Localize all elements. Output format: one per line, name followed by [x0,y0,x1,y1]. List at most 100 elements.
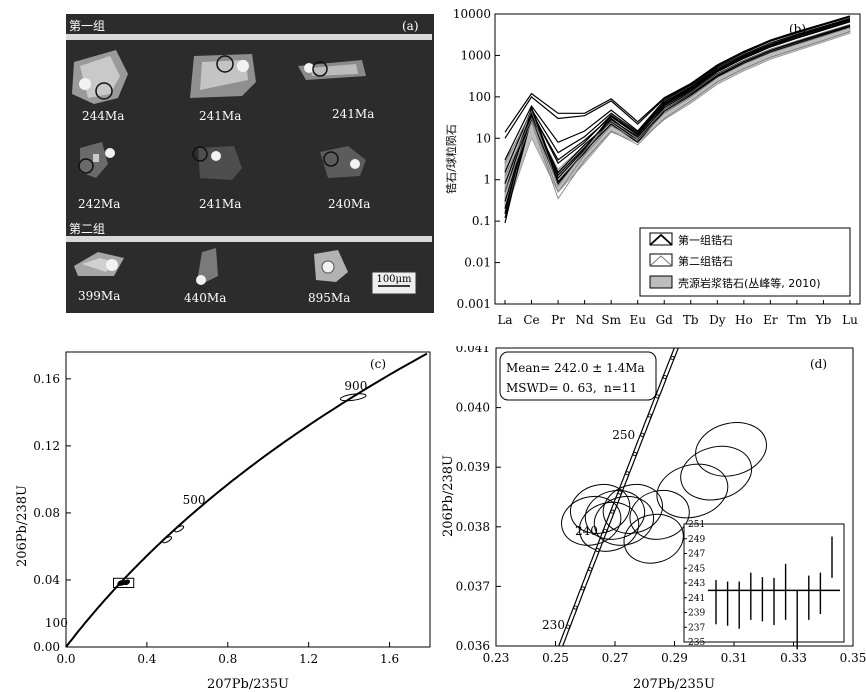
x-tick-label: Lu [842,313,858,327]
y-tick-label: 0.04 [33,573,60,587]
y-tick-label: 0.001 [457,297,491,311]
stats-frame [499,351,657,401]
x-axis-label: 207Pb/235U [207,677,289,692]
x-tick-label: Gd [656,313,674,327]
chart-b-ree: 0.001 0.01 0.1 1 10 100 1000 10000 La Ce Pr Nd Sm Eu… [444,7,861,327]
mean-age: Mean= 242.0 ± 1.4Ma [506,361,645,375]
x-tick-label: Ce [523,313,539,327]
plot-frame [65,351,431,648]
stats-box: Mean= 242.0 ± 1.4Ma MSWD= 0. 63, n=11 [499,351,657,401]
crystal-4 [78,142,115,178]
concordia-age-marker [670,355,675,360]
concordia-age-marker [640,432,645,437]
series-line-group1 [504,24,851,224]
x-tick-label: Dy [709,313,726,327]
group1-label: 第一组 [69,19,105,33]
concordia-age-marker [595,548,600,553]
concordia-age-marker [662,375,667,380]
scale-bar-label: 100μm [376,274,412,285]
data-ellipse [593,495,655,546]
age-label: 895Ma [308,291,350,305]
series-line-group1 [504,17,851,173]
chart-c-concordia: 0.00 0.04 0.08 0.12 0.16 0.0 0.4 0.8 1.2 1.6 100… [15,351,431,692]
age-label: 440Ma [184,291,226,305]
x-tick-label: 0.33 [780,651,807,665]
series-line-group1 [504,19,851,184]
x-tick-label: 0.23 [483,651,510,665]
y-tick-label: 0.041 [456,346,490,355]
data-ellipse [561,495,622,546]
series-line-group1 [504,21,851,209]
chart-d-concordia-zoom: 0.036 0.037 0.038 0.039 0.040 0.041 0.23 0.25 0… [441,346,866,692]
series-line-group1 [504,20,851,214]
data-ellipse [123,579,130,586]
x-axis-label: 207Pb/235U [633,677,715,692]
panel-b-label: (b) [789,22,806,36]
concordia-age-marker [580,586,585,591]
x-tick-label: Nd [576,313,595,327]
age-label: 244Ma [82,109,124,123]
concordia-age-marker [588,567,593,572]
crystal-9 [314,250,348,282]
legend-swatch-group1 [649,232,673,246]
legend-swatch-group2 [649,253,673,267]
data-ellipse [584,489,646,540]
inset-y-tick-label: 243 [688,579,705,589]
inset-y-tick-label: 241 [688,594,705,604]
inset-y-tick-label: 251 [688,520,705,530]
y-axis-label: 206Pb/238U [15,485,30,567]
concordia-age-marker [617,490,622,495]
x-tick-label: 0.31 [721,651,748,665]
data-ellipse [695,422,767,477]
x-tick-label: 0.35 [840,651,866,665]
concordia-age-marker [625,471,630,476]
x-tick-label: 0.0 [56,652,75,666]
y-tick-label: 0.16 [33,372,60,386]
inset-age-plot: 251 249 247 245 243 241 239 237 235 [683,520,845,650]
inset-y-tick-label: 247 [688,550,705,560]
y-tick-label: 10 [476,131,491,145]
concordia-age-marker [573,605,578,610]
y-tick-label: 100 [468,90,491,104]
x-tick-label: Sm [601,313,621,327]
panel-a-label: (a) [402,19,419,33]
x-tick-label: Ho [735,313,753,327]
x-tick-label: 0.27 [602,651,629,665]
data-ellipse [623,513,684,564]
inset-y-tick-label: 249 [688,535,705,545]
concordia-age-marker [566,624,571,629]
age-label: 241Ma [199,109,241,123]
y-tick-label: 0.1 [472,214,491,228]
concordia-age-label: 230 [542,618,565,632]
inset-y-tick-label: 237 [688,623,705,633]
mswd: MSWD= 0. 63, [506,381,597,395]
age-labels: 244Ma 241Ma 241Ma 242Ma 241Ma 240Ma 399M… [78,107,374,305]
legend-box [639,227,851,297]
x-tick-label: 0.4 [137,652,156,666]
y-tick-label: 0.00 [33,640,60,654]
y-tick-label: 0.040 [456,401,490,415]
group1-separator [66,34,432,40]
y-tick-label: 0.039 [456,460,490,474]
legend-entry: 第二组锆石 [678,254,733,268]
x-tick-label: 0.25 [542,651,569,665]
age-label: 241Ma [332,107,374,121]
y-tick-label: 0.01 [464,256,491,270]
crystal-2 [190,54,256,98]
x-tick-label: 0.29 [661,651,688,665]
y-tick-label: 0.036 [456,639,490,653]
x-tick-label: 0.8 [218,652,237,666]
concordia-age-label: 500 [183,493,206,507]
series-line-group1 [504,16,851,139]
data-ellipse [174,525,185,533]
group2-separator [66,236,432,242]
y-tick-label: 0.037 [456,579,490,593]
x-tick-label: Eu [629,313,646,327]
age-label: 240Ma [328,197,370,211]
concordia-age-label: 900 [344,379,367,393]
y-tick-label: 1000 [460,48,491,62]
inset-frame [683,523,845,643]
x-tick-label: 1.2 [299,652,318,666]
series-line-group2 [504,31,851,200]
legend-swatch-crustal [649,275,673,289]
